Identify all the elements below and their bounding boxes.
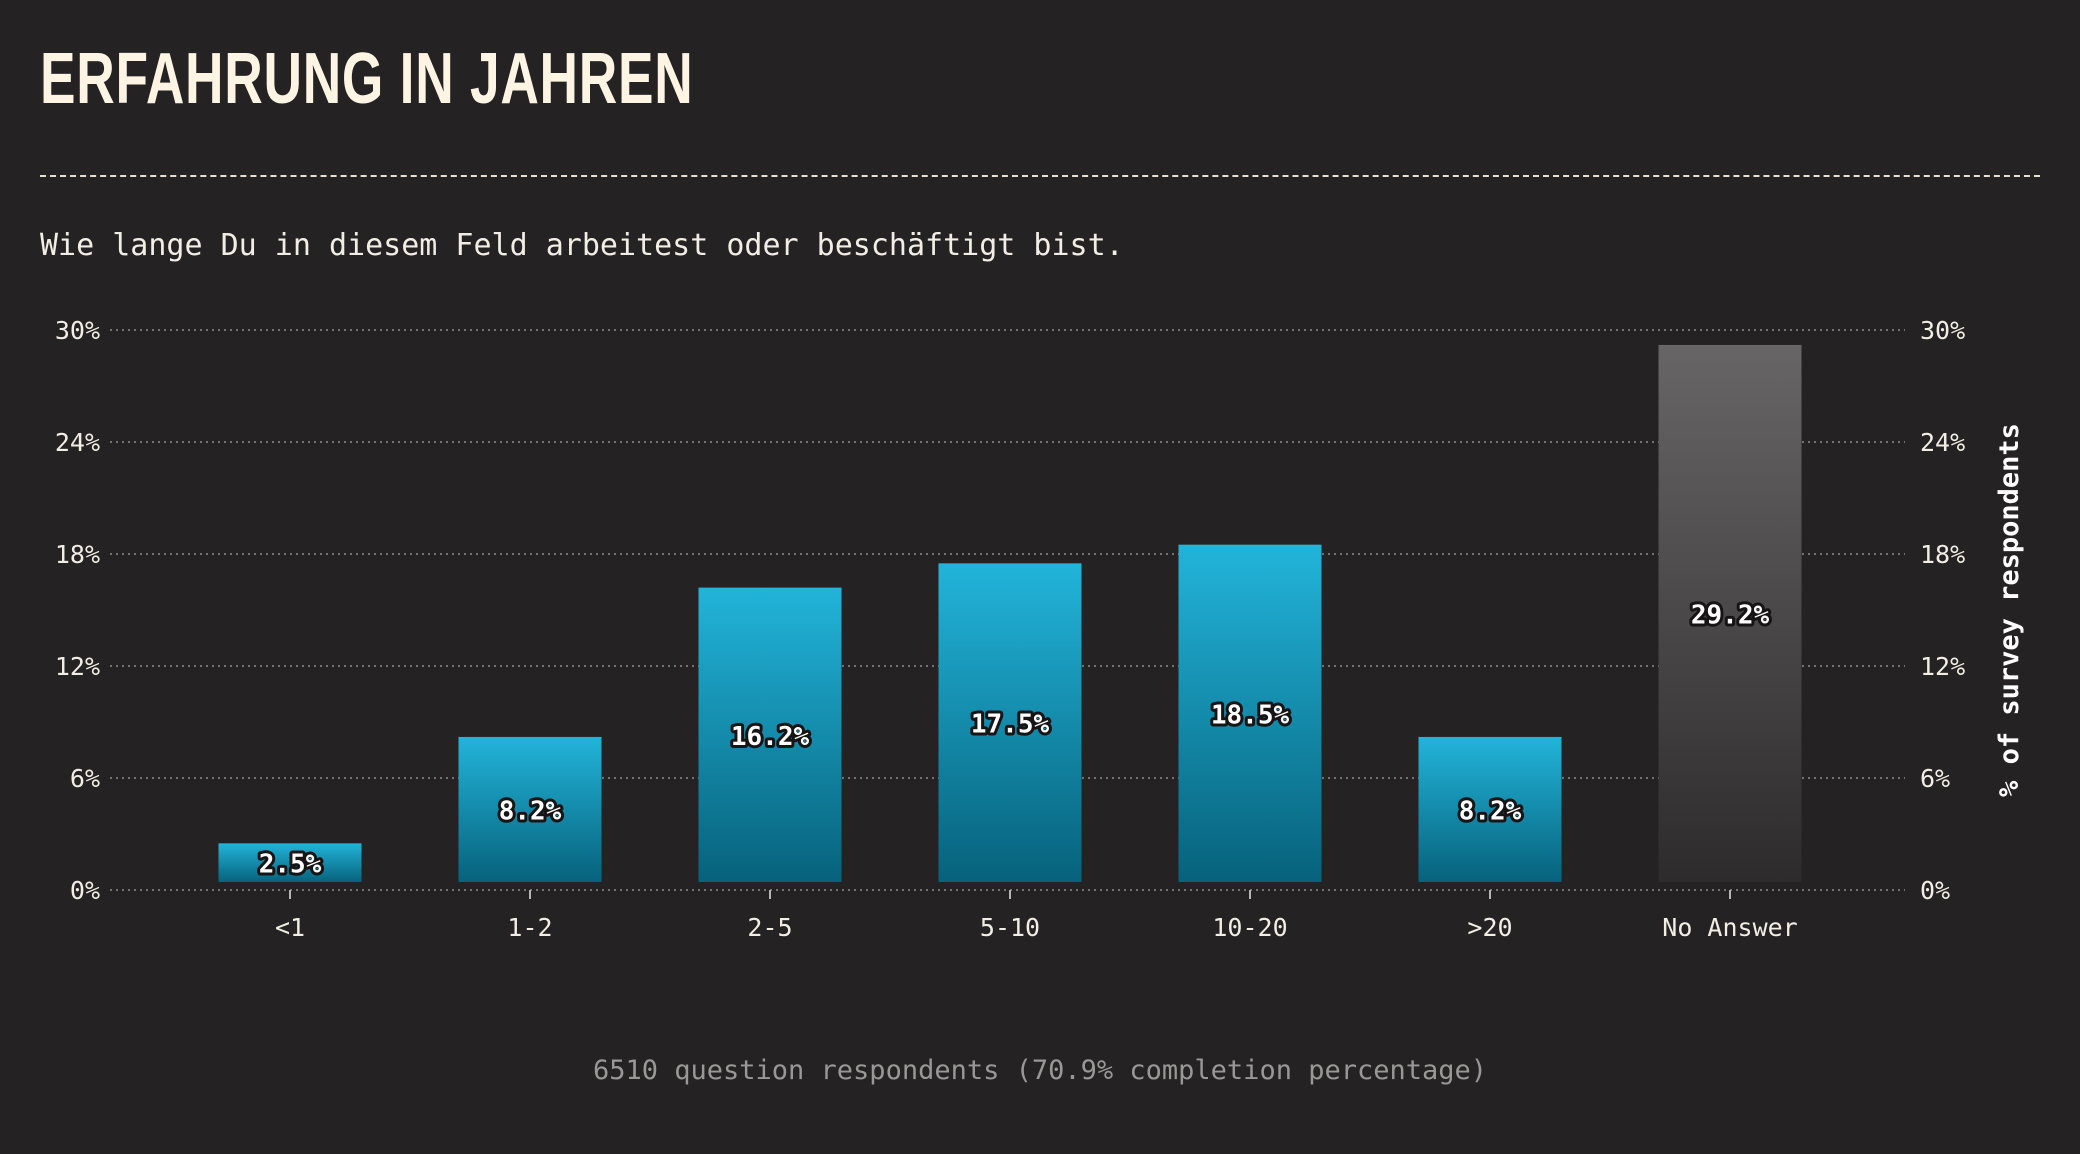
page-title: Erfahrung in Jahren — [40, 39, 694, 119]
y-tick-label-right: 6% — [1920, 764, 1950, 793]
y-tick-label-left: 0% — [70, 876, 100, 905]
x-tick-label: <1 — [275, 913, 305, 942]
y-tick-label-left: 24% — [55, 428, 100, 457]
bar — [1178, 544, 1322, 882]
data-label: 29.2% — [1691, 600, 1770, 630]
x-tick-label: 2-5 — [747, 913, 792, 942]
data-label: 16.2% — [731, 722, 810, 752]
y-tick-label-right: 12% — [1920, 652, 1965, 681]
y-tick-label-right: 18% — [1920, 540, 1965, 569]
x-tick-label: >20 — [1467, 913, 1512, 942]
data-label: 17.5% — [971, 710, 1050, 740]
chart-subtitle: Wie lange Du in diesem Feld arbeitest od… — [40, 228, 1124, 263]
y-tick-label-left: 18% — [55, 540, 100, 569]
data-label: 8.2% — [1459, 796, 1522, 826]
title-divider — [40, 175, 2040, 177]
y-axis-label: % of survey respondents — [1994, 423, 2025, 797]
x-tick-label: 10-20 — [1212, 913, 1287, 942]
y-tick-label-right: 0% — [1920, 876, 1950, 905]
y-tick-label-left: 30% — [55, 316, 100, 345]
bar-chart: 0% 0% 6% 6% 12% 12% 18% 18% 24% 24% 30% 30% <1 1-2 2-5… — [55, 316, 2025, 942]
data-label: 8.2% — [499, 796, 562, 826]
bar — [1418, 736, 1562, 882]
y-tick-label-left: 6% — [70, 764, 100, 793]
bar — [938, 563, 1082, 882]
bars — [218, 344, 1802, 882]
data-label: 2.5% — [259, 850, 322, 880]
data-label: 18.5% — [1211, 700, 1290, 730]
bar — [1658, 344, 1802, 882]
grid-lines — [110, 329, 1905, 891]
data-labels: 2.5% 8.2% 16.2% 17.5% 18.5% 8.2% 29.2% — [256, 597, 1773, 882]
y-tick-label-right: 30% — [1920, 316, 1965, 345]
x-tick-label: No Answer — [1662, 913, 1797, 942]
x-tick-label: 5-10 — [980, 913, 1040, 942]
footer-note: 6510 question respondents (70.9% complet… — [592, 1055, 1488, 1086]
bar — [458, 736, 602, 882]
bar — [698, 587, 842, 882]
x-tick-label: 1-2 — [507, 913, 552, 942]
y-tick-label-left: 12% — [55, 652, 100, 681]
axis-ticks: 0% 0% 6% 6% 12% 12% 18% 18% 24% 24% 30% 30% <1 1-2 2-5… — [55, 316, 1965, 942]
bar — [218, 843, 362, 882]
y-tick-label-right: 24% — [1920, 428, 1965, 457]
